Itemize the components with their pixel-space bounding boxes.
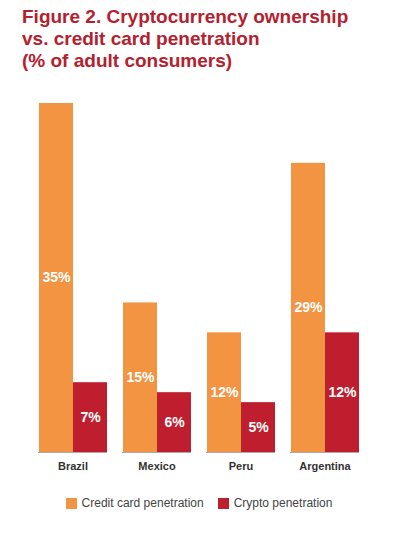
- svg-text:15%: 15%: [126, 369, 155, 385]
- svg-text:35%: 35%: [42, 269, 71, 285]
- svg-text:7%: 7%: [80, 409, 101, 425]
- html-text:Figure 2. Cryptocurrency owner: Figure 2. Cryptocurrency ownership vs. c…: [22, 6, 349, 49]
- html-text:Credit card penetration: Credit card penetration: [81, 496, 204, 510]
- svg-text:12%: 12%: [210, 384, 239, 400]
- svg-text:Argentina: Argentina: [299, 460, 351, 472]
- svg-text:12%: 12%: [328, 384, 357, 400]
- svg-text:Peru: Peru: [229, 460, 253, 472]
- svg-text:6%: 6%: [164, 414, 185, 430]
- svg-text:5%: 5%: [248, 419, 269, 435]
- svg-text:29%: 29%: [294, 299, 323, 315]
- svg-text:Mexico: Mexico: [138, 460, 176, 472]
- html-text:Crypto penetration: Crypto penetration: [233, 496, 333, 510]
- svg-text:Brazil: Brazil: [58, 460, 88, 472]
- html-text:(% of adult consumers): (% of adult consumers): [22, 50, 233, 71]
